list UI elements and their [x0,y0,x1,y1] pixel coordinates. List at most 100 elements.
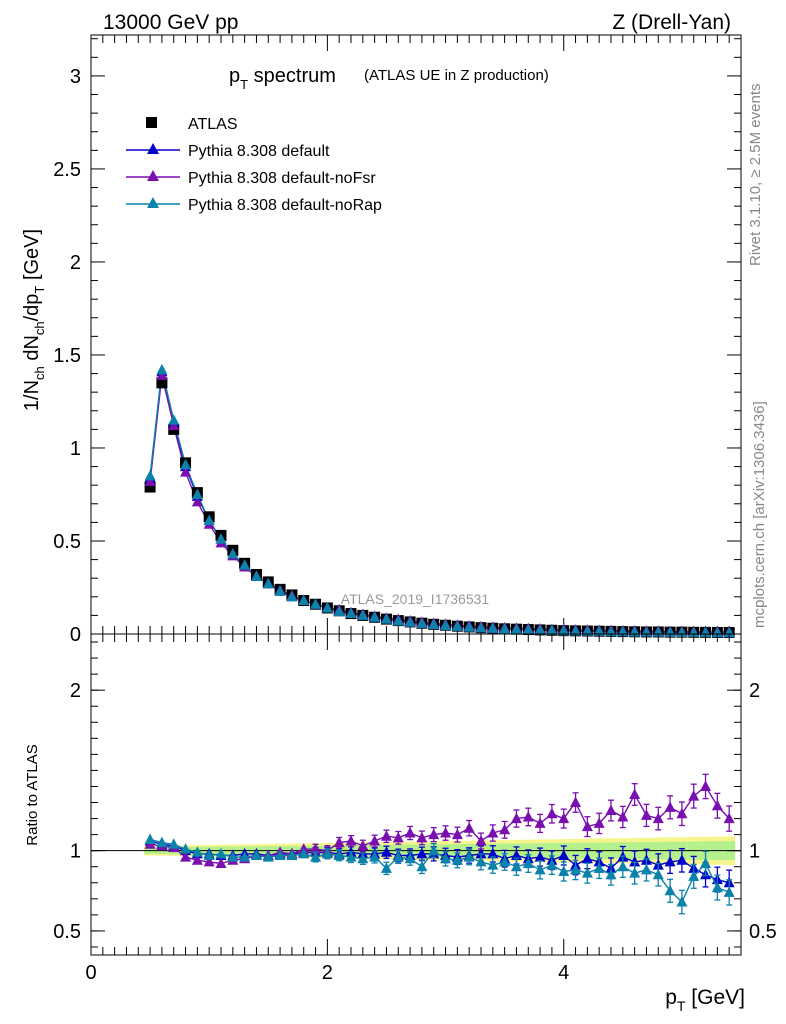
main-point-norap [357,609,369,620]
side-label-rivet: Rivet 3.1.10, ≥ 2.5M events [747,84,764,267]
ratio-point-nofsr [310,843,322,854]
main-point-norap [156,363,168,375]
main-point-norap [522,623,534,635]
ratio-point-default [629,855,641,867]
ratio-point-norap [605,868,617,880]
main-point-norap [440,619,452,630]
main-point-atlas [156,377,168,389]
ratio-point-norap [581,867,593,878]
main-y-tick-label: 0.5 [53,531,81,553]
main-point-norap [298,594,310,606]
ratio-point-default [581,852,593,864]
ratio-point-default [534,851,546,862]
ratio-point-nofsr [723,812,735,824]
ratio-point-norap [357,852,369,864]
ratio-point-default [475,847,487,859]
ratio-point-nofsr [593,817,605,828]
legend-entry-nofsr: Pythia 8.308 default-noFsr [126,170,376,187]
legend-entry-norap: Pythia 8.308 default-noRap [126,197,382,214]
ratio-point-norap [191,846,203,857]
ratio-point-nofsr [345,835,357,846]
ratio-point-norap [688,870,700,881]
ratio-y-tick-label-right: 2 [749,680,760,702]
ratio-point-norap [570,863,582,875]
ratio-point-norap [499,855,511,867]
ratio-y-tick-label: 2 [70,680,81,702]
main-y-axis-label: 1/Nch dNch/dpT [GeV] [21,229,47,411]
ratio-point-norap [203,849,215,860]
ratio-point-nofsr [499,823,511,835]
ratio-point-default [487,847,499,859]
ratio-point-norap [392,851,404,862]
ratio-point-nofsr [676,807,688,819]
ratio-point-norap [156,836,168,848]
ratio-point-norap [274,849,286,860]
ratio-point-nofsr [440,827,452,838]
main-point-norap [180,458,192,470]
ratio-y-tick-label: 0.5 [53,921,81,943]
ratio-point-nofsr [451,828,463,840]
main-y-axis: 0 0.5 1 1.5 2 2.5 3 [53,38,741,646]
ratio-y-axis: 0.5 0.5 1 1 2 2 [53,641,777,948]
main-point-norap [487,622,499,633]
main-point-norap [239,559,251,570]
ratio-point-nofsr [534,817,546,828]
legend: ATLAS Pythia 8.308 default Pythia 8.308 … [126,116,382,214]
ratio-point-nofsr [570,796,582,808]
ratio-point-norap [333,849,345,860]
ratio-x-tick-label: 0 [85,962,96,984]
ratio-point-norap [321,847,333,859]
ratio-point-norap [404,852,416,864]
ratio-point-norap [451,854,463,865]
main-point-norap [428,618,440,630]
ratio-point-nofsr [664,801,676,812]
header-right: Z (Drell-Yan) [612,11,731,34]
ratio-point-nofsr [463,822,475,833]
ratio-point-nofsr [180,851,192,862]
main-point-norap [191,488,203,499]
ratio-point-nofsr [558,812,570,824]
ratio-x-tick-label: 4 [558,962,569,984]
ratio-point-norap [144,833,156,844]
ratio-point-nofsr [546,807,558,819]
legend-label-norap: Pythia 8.308 default-noRap [188,197,382,214]
ratio-point-nofsr [191,854,203,865]
main-panel: 0 0.5 1 1.5 2 2.5 3 pT spectrum (ATLAS UE in Z… [21,34,742,646]
ratio-point-norap [250,849,262,860]
ratio-point-norap [310,851,322,862]
main-point-norap [168,414,180,425]
ratio-point-nofsr [700,780,712,791]
main-point-norap [711,626,723,638]
legend-marker-norap [147,197,159,208]
main-point-norap [250,570,262,581]
ratio-point-norap [652,868,664,880]
main-y-tick-label: 2 [70,252,81,274]
main-point-norap [369,611,381,622]
ratio-point-norap [711,881,723,893]
ratio-point-norap [345,851,357,862]
main-point-nofsr [144,475,156,486]
main-point-norap [463,621,475,632]
ratio-point-norap [487,859,499,870]
ratio-y-tick-label-right: 1 [749,841,760,863]
plot-title-sub: T [240,77,248,92]
ratio-point-nofsr [404,827,416,838]
ratio-point-norap [475,855,487,867]
ratio-x-tick-label: 2 [322,962,333,984]
main-y-tick-label: 1 [70,438,81,460]
ratio-point-norap [286,849,298,860]
ratio-point-nofsr [605,804,617,816]
ratio-series-layer [144,773,735,915]
main-point-nofsr [168,419,180,431]
ratio-point-nofsr [475,835,487,846]
ratio-point-nofsr [215,857,227,869]
main-point-norap [475,621,487,633]
main-point-norap [144,469,156,481]
ratio-point-norap [168,838,180,849]
main-point-norap [262,577,274,589]
ratio-point-nofsr [392,831,404,843]
main-point-atlas [144,481,156,493]
ratio-point-nofsr [711,799,723,811]
plot-title: pT spectrum [229,65,336,92]
